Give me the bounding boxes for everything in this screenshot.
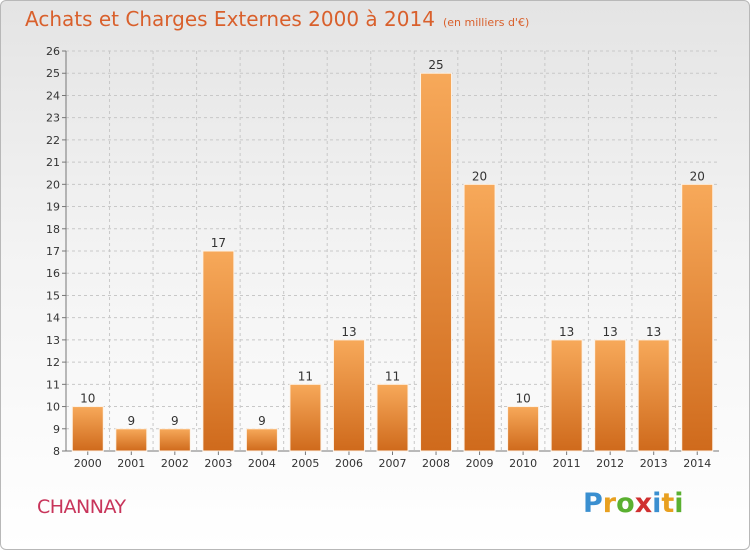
data-label-2000: 10 (80, 392, 95, 406)
y-tick-label: 20 (46, 178, 60, 191)
logo-letter: r (602, 488, 617, 519)
data-label-2005: 11 (298, 369, 313, 383)
logo-letter: i (652, 488, 662, 519)
y-tick-label: 15 (46, 289, 60, 302)
x-tick-label-2010: 2010 (509, 457, 537, 470)
bar-2001 (115, 428, 148, 452)
y-tick-label: 25 (46, 67, 60, 80)
y-tick-label: 8 (53, 445, 60, 458)
bar-2014 (681, 183, 714, 452)
data-label-2002: 9 (171, 414, 179, 428)
y-tick-label: 19 (46, 201, 60, 214)
data-label-2004: 9 (258, 414, 266, 428)
data-label-2007: 11 (385, 369, 400, 383)
x-tick-label-2014: 2014 (683, 457, 711, 470)
logo-letter: P (583, 488, 603, 519)
data-label-2011: 13 (559, 325, 574, 339)
x-tick-label-2000: 2000 (74, 457, 102, 470)
bar-2010 (507, 406, 540, 452)
y-tick-label: 14 (46, 312, 60, 325)
logo-letter: o (616, 488, 635, 519)
data-label-2003: 17 (211, 236, 226, 250)
data-label-2006: 13 (341, 325, 356, 339)
labels: 8 9 10 11 12 13 14 15 16 17 18 19 20 21 22 23 24 25 26 10 20… (46, 45, 711, 470)
bar-2008 (420, 72, 453, 452)
data-label-2014: 20 (690, 169, 705, 183)
chart-title: Achats et Charges Externes 2000 à 2014 (e… (25, 7, 529, 31)
x-tick-label-2004: 2004 (248, 457, 276, 470)
chart-unit-note: (en milliers d'€) (442, 16, 530, 29)
x-tick-label-2011: 2011 (553, 457, 581, 470)
y-tick-label: 17 (46, 245, 60, 258)
data-label-2008: 25 (428, 58, 443, 72)
proxiti-logo[interactable]: Proxiti (583, 488, 684, 519)
y-tick-label: 10 (46, 401, 60, 414)
data-label-2013: 13 (646, 325, 661, 339)
y-tick-label: 11 (46, 378, 60, 391)
x-tick-label-2005: 2005 (291, 457, 319, 470)
y-tick-label: 23 (46, 112, 60, 125)
bar-2007 (376, 383, 409, 452)
bar-2005 (289, 383, 322, 452)
x-tick-label-2002: 2002 (161, 457, 189, 470)
bar-2003 (202, 250, 235, 452)
bar-2006 (332, 339, 365, 452)
data-label-2010: 10 (515, 392, 530, 406)
data-label-2009: 20 (472, 169, 487, 183)
place-name: CHANNAY (37, 496, 126, 518)
logo-letter: i (674, 488, 684, 519)
bar-2009 (463, 183, 496, 452)
y-tick-label: 9 (53, 423, 60, 436)
y-tick-label: 18 (46, 223, 60, 236)
logo-letter: t (661, 488, 675, 519)
bar-2004 (245, 428, 278, 452)
y-tick-label: 24 (46, 89, 60, 102)
x-tick-label-2013: 2013 (640, 457, 668, 470)
y-tick-label: 12 (46, 356, 60, 369)
x-tick-label-2012: 2012 (596, 457, 624, 470)
x-tick-label-2003: 2003 (204, 457, 232, 470)
chart-title-text: Achats et Charges Externes 2000 à 2014 (25, 7, 435, 31)
bars (71, 72, 714, 452)
bar-2002 (158, 428, 191, 452)
data-label-2012: 13 (603, 325, 618, 339)
x-tick-label-2009: 2009 (466, 457, 494, 470)
bar-2012 (594, 339, 627, 452)
y-tick-label: 13 (46, 334, 60, 347)
bar-2011 (550, 339, 583, 452)
x-tick-label-2006: 2006 (335, 457, 363, 470)
logo-letter: x (634, 488, 653, 519)
y-tick-label: 26 (46, 45, 60, 58)
bar-2013 (637, 339, 670, 452)
x-tick-label-2007: 2007 (379, 457, 407, 470)
data-label-2001: 9 (127, 414, 135, 428)
y-tick-label: 16 (46, 267, 60, 280)
y-tick-label: 22 (46, 134, 60, 147)
x-tick-label-2008: 2008 (422, 457, 450, 470)
y-tick-label: 21 (46, 156, 60, 169)
bar-2000 (71, 406, 104, 452)
x-tick-label-2001: 2001 (117, 457, 145, 470)
